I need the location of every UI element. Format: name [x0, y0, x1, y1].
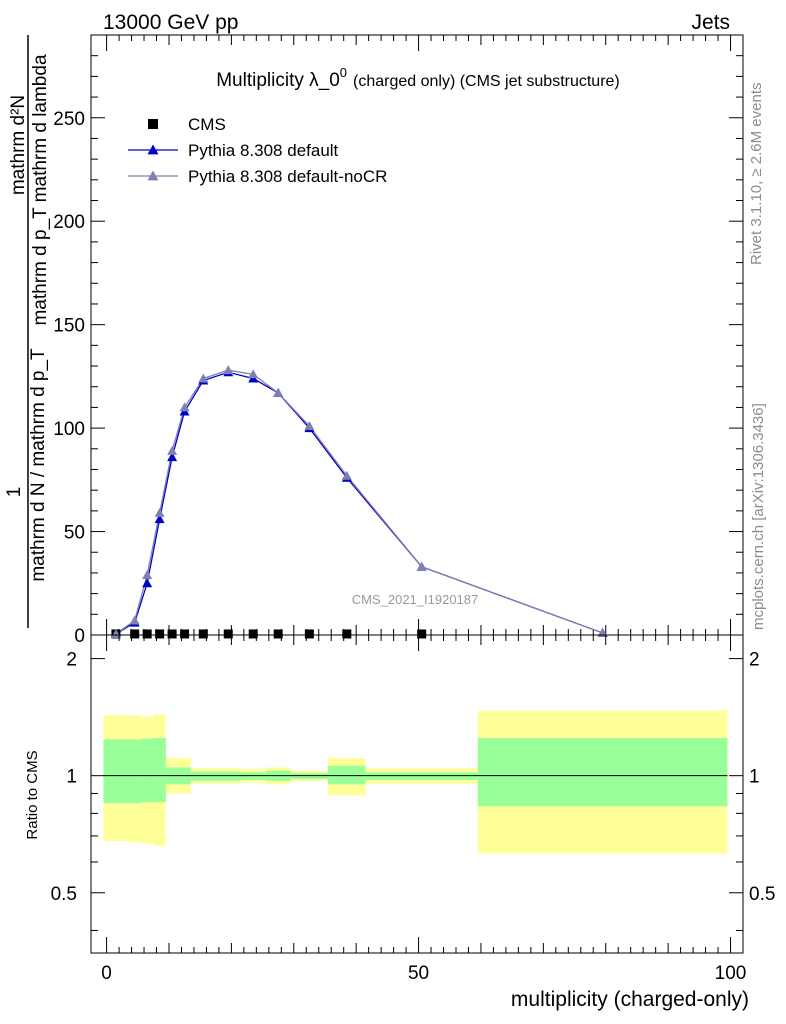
main-y-tick-label: 200: [53, 212, 85, 233]
mc-data-point-2: [273, 387, 284, 397]
mc-data-point-2: [142, 570, 153, 579]
ratio-band-inner: [328, 765, 366, 785]
cms-data-point: [130, 629, 140, 639]
rivet-version: Rivet 3.1.10, ≥ 2.6M events: [748, 83, 765, 266]
mc-data-point-2: [416, 561, 427, 571]
process-label: Jets: [691, 11, 730, 34]
mc-data-point-2: [248, 369, 259, 379]
ratio-axes: 0 50 100 0.5 0.5 1 1 2 2: [51, 635, 775, 984]
legend: CMS Pythia 8.308 default Pythia 8.308 defa…: [128, 115, 387, 186]
cms-data-point: [342, 629, 352, 639]
cms-data-point: [417, 629, 427, 639]
mc-data-point-2: [110, 628, 121, 638]
analysis-watermark: CMS_2021_I1920187: [352, 592, 479, 607]
x-tick-label: 50: [408, 963, 429, 984]
cms-data-point: [180, 629, 190, 639]
mcplots-credit: mcplots.cern.ch [arXiv:1306.3436]: [750, 403, 767, 630]
main-y-tick-label: 150: [53, 316, 85, 337]
mc-data-point-2: [154, 507, 165, 517]
plot-title-sup: 0: [340, 65, 347, 80]
x-axis-label: multiplicity (charged-only): [511, 988, 749, 1011]
ratio-y-tick-label: 0.5: [51, 884, 77, 905]
x-tick-label: 100: [715, 963, 747, 984]
main-y-tick-label: 250: [53, 109, 85, 130]
plot-title-main: Multiplicity λ_0: [216, 70, 340, 91]
main-data: [110, 365, 608, 639]
main-y-tick-label: 50: [64, 523, 85, 544]
cms-data-point: [223, 629, 233, 639]
mc-data-point-1: [142, 578, 153, 588]
main-y-tick-label: 0: [74, 626, 85, 647]
ratio-band-inner: [477, 737, 728, 807]
mc-data-point-2: [223, 365, 234, 375]
ratio-y-tick-label: 2: [66, 650, 77, 671]
collision-label: 13000 GeV pp: [103, 11, 238, 34]
legend-label: CMS: [188, 115, 226, 134]
cms-data-point: [248, 629, 258, 639]
ratio-band-inner: [140, 738, 154, 803]
ratio-y-axis-label: Ratio to CMS: [24, 750, 41, 839]
ratio-y-tick-label-right: 0.5: [749, 884, 775, 905]
plot-title-suffix: (charged only) (CMS jet substructure): [353, 73, 620, 90]
legend-marker-triangle: [147, 170, 159, 181]
main-y-axis-label: mathrm d²N mathrm d p_T mathrm d lambda …: [4, 35, 51, 628]
mc-data-point-2: [179, 402, 190, 412]
main-y-tick-label: 100: [53, 419, 85, 440]
cms-data-point: [198, 629, 208, 639]
mc-data-point-1: [154, 514, 165, 524]
plot-title: Multiplicity λ_00 (charged only) (CMS jet…: [216, 65, 620, 91]
mc-data-point-2: [129, 615, 140, 625]
ratio-band-inner: [128, 739, 141, 804]
x-tick-label: 0: [101, 963, 112, 984]
mc-data-point-2: [198, 373, 209, 383]
legend-label: Pythia 8.308 default: [188, 141, 339, 160]
cms-data-point: [304, 629, 314, 639]
series-line-1: [115, 371, 603, 635]
cms-data-point: [273, 629, 283, 639]
ylabel-one: 1: [4, 487, 25, 498]
mc-data-point-2: [167, 445, 178, 455]
ratio-plot-frame: [90, 634, 744, 954]
ratio-y-tick-label: 1: [66, 767, 77, 788]
mc-data-point-2: [341, 470, 352, 480]
mc-data-point-1: [167, 452, 178, 462]
legend-marker-cms: [148, 119, 158, 129]
main-axes: 0 50 100 150 200 250: [53, 34, 743, 647]
cms-data-point: [142, 629, 152, 639]
ylabel-numerator-sub: mathrm d p_T mathrm d lambda: [30, 54, 51, 325]
ratio-bands: [103, 710, 728, 854]
mc-data-point-2: [304, 421, 315, 431]
ratio-y-tick-label-right: 1: [749, 767, 760, 788]
series-line-2: [115, 369, 603, 635]
ratio-y-tick-label-right: 2: [749, 650, 760, 671]
ylabel-denominator: mathrm d N / mathrm d p_T: [28, 348, 49, 582]
ylabel-numerator: mathrm d²N: [8, 95, 29, 195]
cms-data-point: [167, 629, 177, 639]
ratio-band-inner: [103, 739, 129, 804]
ratio-band-inner: [153, 737, 166, 803]
legend-marker-triangle: [147, 144, 159, 155]
cms-data-point: [155, 629, 165, 639]
legend-label: Pythia 8.308 default-noCR: [188, 167, 387, 186]
